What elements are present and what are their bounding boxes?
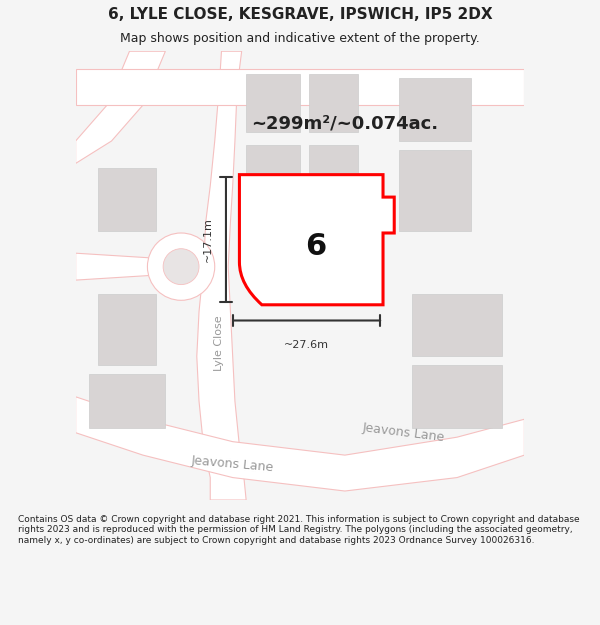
Polygon shape [399,150,470,231]
Polygon shape [309,74,358,132]
Text: 6, LYLE CLOSE, KESGRAVE, IPSWICH, IP5 2DX: 6, LYLE CLOSE, KESGRAVE, IPSWICH, IP5 2D… [107,7,493,22]
Polygon shape [197,51,246,500]
Text: ~299m²/~0.074ac.: ~299m²/~0.074ac. [251,114,439,132]
Polygon shape [273,217,363,289]
Text: Lyle Close: Lyle Close [214,315,224,371]
Polygon shape [98,168,157,231]
Text: 6: 6 [305,232,326,261]
Circle shape [163,249,199,284]
Text: ~17.1m: ~17.1m [203,217,213,262]
Text: ~27.6m: ~27.6m [284,340,329,350]
Polygon shape [76,69,524,105]
Polygon shape [399,78,470,141]
Polygon shape [76,397,524,491]
Text: Contains OS data © Crown copyright and database right 2021. This information is : Contains OS data © Crown copyright and d… [18,515,580,545]
Polygon shape [412,294,502,356]
Polygon shape [246,146,300,186]
Polygon shape [309,146,358,186]
Polygon shape [76,253,181,280]
Polygon shape [98,294,157,366]
Polygon shape [246,74,300,132]
Circle shape [148,233,215,300]
PathPatch shape [239,174,394,305]
Text: Map shows position and indicative extent of the property.: Map shows position and indicative extent… [120,32,480,45]
Polygon shape [412,366,502,428]
Polygon shape [89,374,166,428]
Text: Jeavons Lane: Jeavons Lane [191,454,275,474]
Text: Jeavons Lane: Jeavons Lane [361,421,445,444]
Polygon shape [76,51,166,163]
